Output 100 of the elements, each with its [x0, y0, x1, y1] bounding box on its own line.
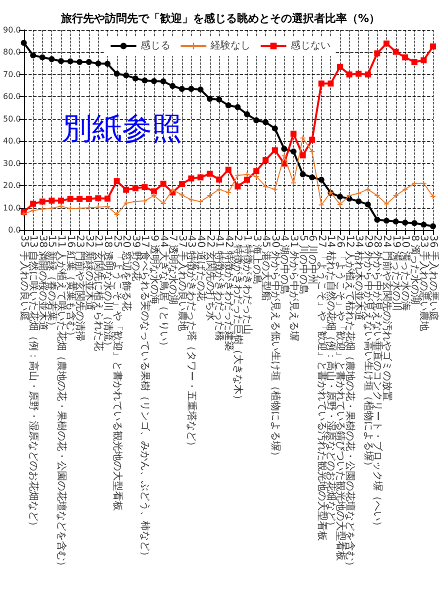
point: [234, 183, 241, 190]
point: [188, 175, 194, 182]
point: [68, 206, 73, 212]
point: [300, 171, 306, 178]
point: [244, 111, 250, 118]
point: [337, 64, 344, 70]
y-tick-label: 10.0: [3, 203, 21, 212]
point: [430, 223, 436, 230]
point: [216, 176, 222, 183]
point: [114, 178, 120, 184]
point: [178, 181, 185, 187]
point: [160, 180, 166, 187]
point: [346, 71, 352, 78]
point: [30, 200, 36, 207]
point: [365, 186, 370, 192]
point: [402, 220, 408, 226]
point: [95, 195, 102, 202]
point: [272, 147, 278, 154]
y-tick-label: 80.0: [3, 48, 21, 57]
point: [124, 200, 129, 206]
y-tick-label: 0.0: [8, 226, 21, 234]
point: [151, 188, 158, 194]
point: [402, 186, 408, 192]
point: [86, 59, 92, 65]
point: [76, 59, 83, 65]
point: [234, 104, 241, 110]
point: [253, 117, 260, 124]
point: [114, 212, 120, 217]
point: [225, 102, 232, 108]
legend-label: 経験なし: [210, 40, 250, 52]
legend-label: 感じない: [290, 40, 330, 52]
point: [420, 57, 427, 64]
point: [104, 60, 111, 67]
point: [170, 83, 176, 89]
point: [384, 40, 390, 47]
point: [244, 176, 250, 183]
point: [290, 130, 297, 137]
point: [356, 70, 362, 77]
point: [300, 152, 306, 158]
chart-title: 旅行先や訪問先で「歓迎」を感じる眺めとその選択者比率（%）: [60, 12, 380, 25]
point: [364, 201, 371, 208]
point: [132, 199, 138, 204]
point: [309, 136, 316, 143]
point: [95, 60, 102, 67]
point: [152, 193, 157, 198]
point: [402, 54, 408, 60]
x-tick-label: 34 枯れ木の並木道: [353, 235, 366, 321]
point: [392, 48, 399, 55]
point: [364, 71, 371, 78]
point: [96, 204, 101, 210]
point: [114, 70, 120, 77]
point: [132, 75, 138, 82]
point: [374, 216, 380, 223]
point: [198, 86, 204, 93]
point: [151, 78, 158, 84]
point: [235, 172, 240, 178]
point: [142, 198, 148, 204]
point: [318, 176, 324, 183]
point: [262, 119, 269, 126]
x-tick-label: 35 手入れの良い庭: [18, 235, 30, 321]
point: [206, 96, 213, 102]
point: [225, 166, 232, 173]
point: [86, 196, 92, 202]
point: [160, 201, 166, 206]
point: [67, 58, 74, 64]
point: [263, 184, 268, 189]
point: [393, 193, 398, 198]
point: [412, 180, 417, 186]
point: [281, 146, 288, 152]
point: [104, 196, 111, 202]
point: [49, 206, 54, 211]
point: [48, 198, 55, 204]
y-tick-label: 90.0: [3, 26, 21, 34]
point: [207, 193, 212, 198]
point: [318, 80, 324, 87]
point: [58, 58, 64, 64]
point: [142, 77, 148, 84]
point: [76, 196, 83, 202]
point: [170, 187, 176, 192]
point: [188, 86, 194, 92]
point: [310, 149, 315, 154]
point: [356, 198, 362, 204]
point: [198, 199, 204, 204]
y-tick-label: 60.0: [3, 92, 21, 102]
point: [272, 125, 278, 132]
point: [300, 136, 306, 140]
y-tick-label: 20.0: [3, 181, 21, 190]
point: [216, 96, 222, 103]
point: [384, 218, 390, 224]
point: [58, 198, 64, 204]
point: [132, 185, 138, 192]
y-tick-label: 50.0: [3, 114, 21, 124]
point: [282, 153, 287, 158]
point: [272, 186, 278, 192]
point: [309, 174, 316, 180]
point: [244, 172, 250, 177]
point: [160, 78, 166, 84]
point: [48, 56, 55, 62]
point: [254, 174, 259, 179]
point: [384, 202, 389, 206]
